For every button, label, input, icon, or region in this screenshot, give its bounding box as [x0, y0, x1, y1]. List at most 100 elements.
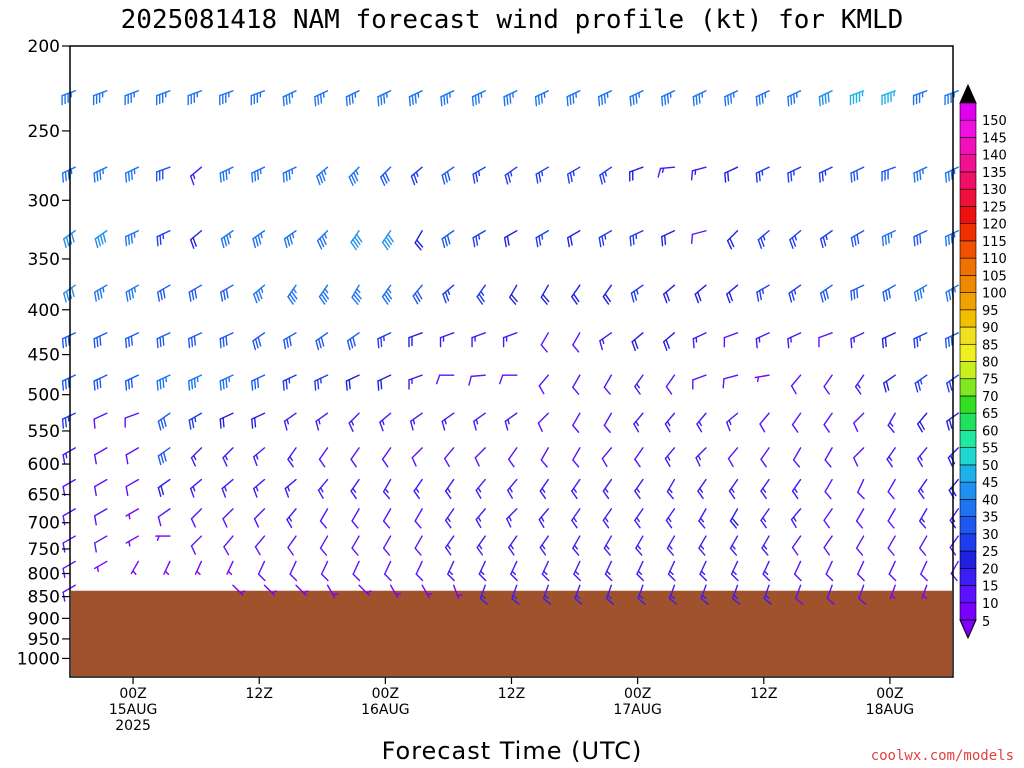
- y-tick-label: 650: [28, 486, 60, 506]
- wind-barb: [286, 508, 297, 529]
- wind-barb: [411, 447, 423, 467]
- wind-barb: [629, 166, 644, 182]
- colorbar-segment: [959, 567, 977, 586]
- wind-barb: [502, 332, 518, 348]
- wind-barb: [190, 508, 203, 528]
- wind-barb: [571, 508, 581, 529]
- wind-barb: [377, 332, 392, 349]
- wind-barb: [383, 560, 392, 582]
- y-tick-label: 750: [28, 540, 60, 560]
- wind-barb: [441, 412, 455, 431]
- wind-barb: [253, 447, 266, 467]
- wind-barb: [220, 230, 234, 249]
- wind-barb: [421, 584, 433, 599]
- wind-barb: [124, 412, 140, 428]
- wind-barb: [913, 332, 928, 349]
- colorbar-label: 60: [982, 424, 999, 439]
- wind-barb: [850, 332, 865, 349]
- wind-barb: [567, 166, 581, 184]
- colorbar-label: 95: [982, 304, 999, 319]
- wind-barb: [818, 332, 833, 348]
- wind-barb: [881, 230, 896, 247]
- wind-barb: [94, 230, 108, 249]
- wind-barb: [474, 447, 486, 467]
- wind-barb: [156, 90, 171, 106]
- wind-barb: [754, 374, 770, 383]
- wind-barb: [604, 560, 613, 582]
- colorbar-segment: [959, 257, 977, 276]
- wind-barb: [61, 90, 76, 106]
- wind-barb: [917, 447, 928, 468]
- wind-barb: [661, 230, 676, 247]
- wind-barb: [507, 478, 518, 499]
- wind-barb: [287, 535, 297, 556]
- wind-barb: [283, 412, 297, 431]
- wind-barb: [93, 332, 108, 349]
- wind-barb: [571, 284, 581, 305]
- wind-barb: [93, 447, 108, 465]
- wind-barb: [219, 166, 234, 183]
- wind-barb: [124, 166, 140, 183]
- wind-barb: [62, 447, 76, 465]
- colorbar-label: 100: [982, 287, 1007, 302]
- wind-barb: [598, 230, 613, 248]
- ground-layer: [71, 590, 952, 676]
- wind-barb: [352, 560, 361, 582]
- x-tick-label: 15AUG: [109, 702, 158, 718]
- wind-barb: [694, 284, 707, 304]
- credit-link[interactable]: coolwx.com/models: [871, 748, 1014, 764]
- wind-barb: [665, 508, 676, 529]
- wind-barb: [700, 584, 709, 605]
- wind-barb: [61, 374, 76, 391]
- wind-barb: [350, 230, 363, 251]
- wind-barb: [888, 560, 897, 582]
- wind-barb: [889, 584, 896, 600]
- wind-barb: [503, 90, 518, 107]
- wind-barb: [657, 166, 676, 178]
- wind-barb: [634, 447, 644, 468]
- y-tick-label: 450: [28, 346, 60, 366]
- wind-barb: [377, 374, 392, 391]
- wind-barb: [125, 478, 140, 497]
- colorbar-segment: [959, 240, 977, 259]
- chart-title: 2025081418 NAM forecast wind profile (kt…: [121, 5, 904, 35]
- wind-barb: [252, 332, 266, 351]
- wind-barb: [823, 535, 833, 556]
- wind-barb: [318, 284, 330, 305]
- wind-barb: [157, 447, 171, 466]
- wind-barb: [883, 374, 896, 393]
- wind-barb: [732, 584, 741, 605]
- colorbar-label: 30: [982, 528, 999, 543]
- wind-barb: [791, 412, 802, 433]
- wind-barb: [251, 166, 266, 183]
- wind-barb: [319, 535, 329, 556]
- wind-barb: [539, 478, 549, 500]
- wind-barb: [664, 447, 676, 468]
- wind-barb: [476, 535, 486, 556]
- wind-barb: [573, 560, 581, 582]
- wind-barb: [668, 584, 678, 605]
- wind-barb: [692, 332, 707, 349]
- colorbar-label: 80: [982, 356, 999, 371]
- y-tick-label: 200: [28, 37, 60, 57]
- wind-barb: [283, 230, 297, 249]
- wind-barb: [473, 412, 486, 431]
- wind-barb: [572, 374, 581, 395]
- wind-barb: [913, 230, 928, 247]
- y-tick-label: 900: [28, 609, 60, 629]
- wind-barb: [696, 412, 707, 433]
- wind-barb: [667, 560, 676, 582]
- colorbar-label: 105: [982, 269, 1007, 284]
- wind-barb: [316, 230, 329, 250]
- wind-barb: [254, 535, 266, 556]
- wind-barb: [787, 166, 802, 183]
- wind-barb: [61, 332, 76, 349]
- wind-barb: [319, 508, 329, 529]
- wind-barb: [62, 560, 76, 579]
- wind-barb: [913, 166, 928, 183]
- wind-barb: [601, 447, 613, 468]
- wind-barb: [382, 535, 392, 556]
- wind-barb: [316, 166, 329, 186]
- x-tick-label: 17AUG: [613, 702, 662, 718]
